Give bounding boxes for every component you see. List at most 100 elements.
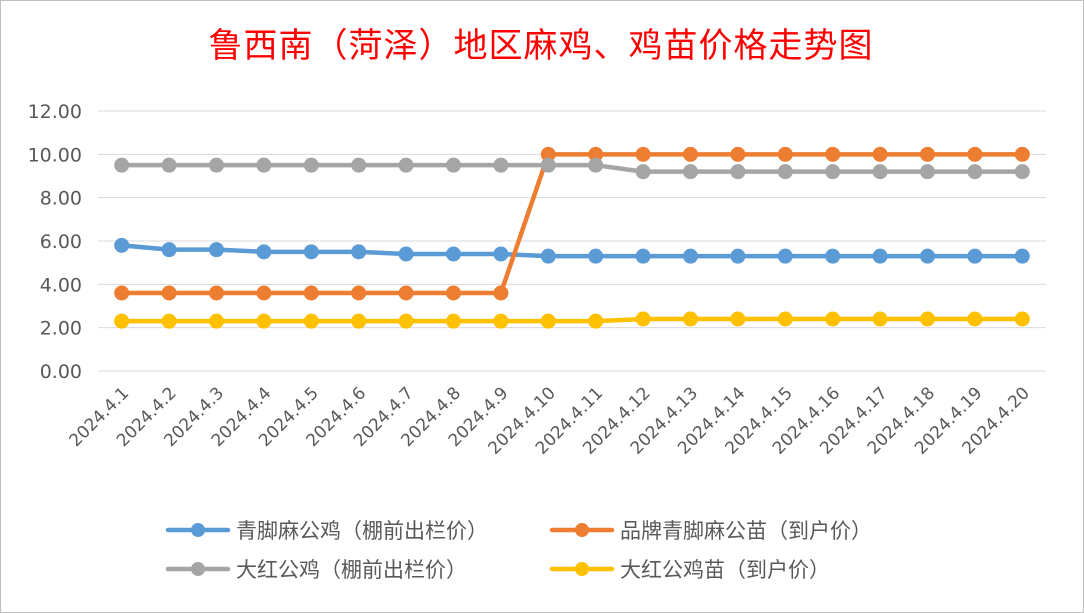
data-point bbox=[493, 313, 509, 329]
legend-entry: 青脚麻公鸡（棚前出栏价） bbox=[236, 519, 488, 543]
data-point bbox=[256, 285, 272, 301]
data-point bbox=[730, 248, 746, 264]
data-point bbox=[920, 311, 935, 327]
data-point bbox=[1014, 248, 1030, 264]
data-point bbox=[540, 313, 556, 329]
data-point bbox=[351, 157, 367, 173]
data-point bbox=[825, 248, 841, 264]
data-point bbox=[493, 246, 509, 262]
data-point bbox=[303, 313, 319, 329]
data-point bbox=[161, 285, 177, 301]
data-point bbox=[635, 311, 651, 327]
data-point bbox=[777, 146, 793, 162]
data-point bbox=[209, 285, 224, 301]
data-point bbox=[683, 248, 698, 264]
data-point bbox=[730, 164, 746, 180]
chart-title: 鲁西南（菏泽）地区麻鸡、鸡苗价格走势图 bbox=[208, 26, 874, 66]
data-point bbox=[161, 242, 177, 258]
data-point bbox=[967, 164, 983, 180]
data-point bbox=[493, 285, 509, 301]
data-point bbox=[446, 313, 461, 329]
legend-entry: 大红公鸡（棚前出栏价） bbox=[236, 558, 467, 582]
data-point bbox=[351, 285, 367, 301]
series-line-4 bbox=[119, 316, 1025, 324]
data-point bbox=[209, 157, 224, 173]
data-point bbox=[540, 157, 556, 173]
data-point bbox=[446, 157, 461, 173]
data-point bbox=[635, 146, 651, 162]
data-point bbox=[303, 244, 319, 260]
data-point bbox=[209, 242, 224, 258]
data-point bbox=[540, 248, 556, 264]
data-point bbox=[303, 157, 319, 173]
data-point bbox=[872, 311, 888, 327]
data-point bbox=[161, 313, 177, 329]
data-point bbox=[588, 313, 604, 329]
series-line-2 bbox=[119, 152, 1025, 296]
data-point bbox=[114, 237, 130, 253]
data-point bbox=[446, 246, 461, 262]
data-point bbox=[351, 244, 367, 260]
y-tick-label: 6.00 bbox=[40, 231, 82, 253]
data-point bbox=[114, 157, 130, 173]
y-tick-label: 10.00 bbox=[28, 144, 82, 166]
data-point bbox=[920, 248, 935, 264]
data-point bbox=[777, 311, 793, 327]
y-tick-label: 8.00 bbox=[40, 188, 82, 210]
series-line-3 bbox=[119, 162, 1025, 174]
data-point bbox=[825, 311, 841, 327]
y-tick-label: 4.00 bbox=[40, 274, 82, 296]
data-point bbox=[872, 146, 888, 162]
data-point bbox=[825, 164, 841, 180]
data-point bbox=[1014, 311, 1030, 327]
data-point bbox=[777, 164, 793, 180]
legend-swatch-marker bbox=[575, 523, 589, 537]
legend-entry: 大红公鸡苗（到户价） bbox=[620, 558, 830, 582]
data-point bbox=[256, 244, 272, 260]
y-tick-label: 12.00 bbox=[28, 101, 82, 123]
data-point bbox=[398, 313, 414, 329]
data-point bbox=[398, 157, 414, 173]
data-point bbox=[493, 157, 509, 173]
data-point bbox=[1014, 146, 1030, 162]
data-point bbox=[777, 248, 793, 264]
data-point bbox=[683, 311, 698, 327]
data-point bbox=[730, 146, 746, 162]
data-point bbox=[872, 164, 888, 180]
data-point bbox=[446, 285, 461, 301]
data-point bbox=[872, 248, 888, 264]
data-point bbox=[825, 146, 841, 162]
data-point bbox=[256, 313, 272, 329]
data-point bbox=[256, 157, 272, 173]
data-point bbox=[209, 313, 224, 329]
data-point bbox=[161, 157, 177, 173]
y-tick-label: 2.00 bbox=[40, 318, 82, 340]
data-point bbox=[635, 248, 651, 264]
data-point bbox=[683, 146, 698, 162]
data-point bbox=[114, 313, 130, 329]
y-tick-label: 0.00 bbox=[40, 361, 82, 383]
data-point bbox=[920, 146, 935, 162]
data-point bbox=[114, 285, 130, 301]
data-point bbox=[967, 248, 983, 264]
data-point bbox=[398, 246, 414, 262]
legend-swatch-marker bbox=[191, 562, 205, 576]
series-line-1 bbox=[119, 243, 1025, 259]
data-point bbox=[303, 285, 319, 301]
data-point bbox=[730, 311, 746, 327]
data-point bbox=[683, 164, 698, 180]
legend-swatch-marker bbox=[191, 523, 205, 537]
legend-swatch-marker bbox=[575, 562, 589, 576]
data-point bbox=[351, 313, 367, 329]
data-point bbox=[1014, 164, 1030, 180]
legend-entry: 品牌青脚麻公苗（到户价） bbox=[620, 519, 872, 543]
data-point bbox=[635, 164, 651, 180]
data-point bbox=[588, 157, 604, 173]
data-point bbox=[967, 311, 983, 327]
data-point bbox=[398, 285, 414, 301]
data-point bbox=[588, 248, 604, 264]
data-point bbox=[967, 146, 983, 162]
data-point bbox=[920, 164, 935, 180]
